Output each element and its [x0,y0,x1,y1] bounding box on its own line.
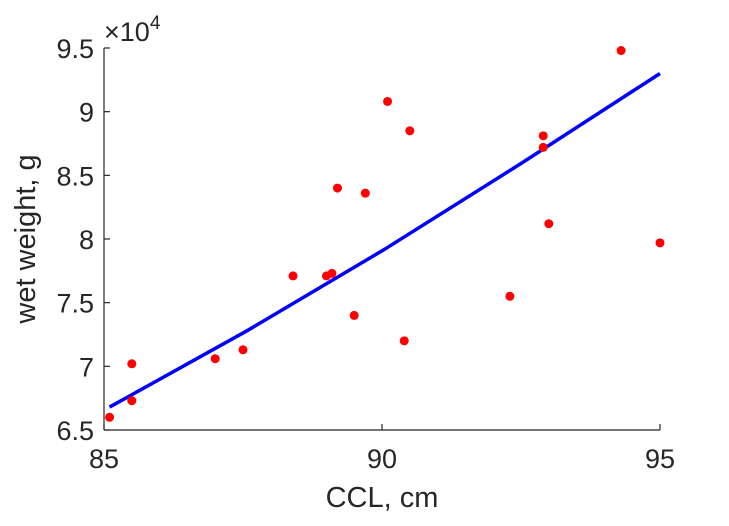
scatter-point [655,238,665,248]
y-multiplier-exponent: 4 [150,13,161,34]
x-axis-label: CCL, cm [326,482,439,514]
scatter-point [333,183,343,193]
y-tick-label: 6.5 [56,416,94,446]
y-tick-label: 8.5 [56,161,94,191]
y-tick-label: 9.5 [56,34,94,64]
fit-line-layer [108,72,661,409]
y-multiplier-base: ×10 [104,17,150,47]
y-axis-multiplier: ×104 [104,13,161,47]
scatter-point [349,310,359,320]
y-tick-label: 7.5 [56,289,94,319]
scatter-point [399,336,409,346]
scatter-point [505,291,515,301]
x-tick-label: 95 [645,444,675,474]
y-tick-label: 8 [79,225,94,255]
axes: 85 90 95 6.5 7 7.5 8 8.5 9 9.5 [56,34,675,474]
scatter-point [238,345,248,355]
scatter-point [383,96,393,106]
labels-layer: CCL, cm wet weight, g ×104 [10,13,438,514]
y-tick-label: 9 [79,98,94,128]
scatter-point [538,142,548,152]
scatter-points-layer [105,46,665,422]
fit-line [108,72,661,409]
scatter-point [288,271,298,281]
scatter-point [105,412,115,422]
x-tick-label: 85 [89,444,119,474]
scatter-point [616,46,626,56]
y-tick-label: 7 [79,352,94,382]
scatter-point [405,126,415,136]
scatter-point [327,268,337,278]
scatter-point [127,396,137,406]
scatter-point [127,359,137,369]
scatter-point [360,188,370,198]
x-tick-label: 90 [367,444,397,474]
scatter-point [538,131,548,141]
scatter-point [544,219,554,229]
scatter-point [210,354,220,364]
y-axis-label: wet weight, g [10,154,42,324]
